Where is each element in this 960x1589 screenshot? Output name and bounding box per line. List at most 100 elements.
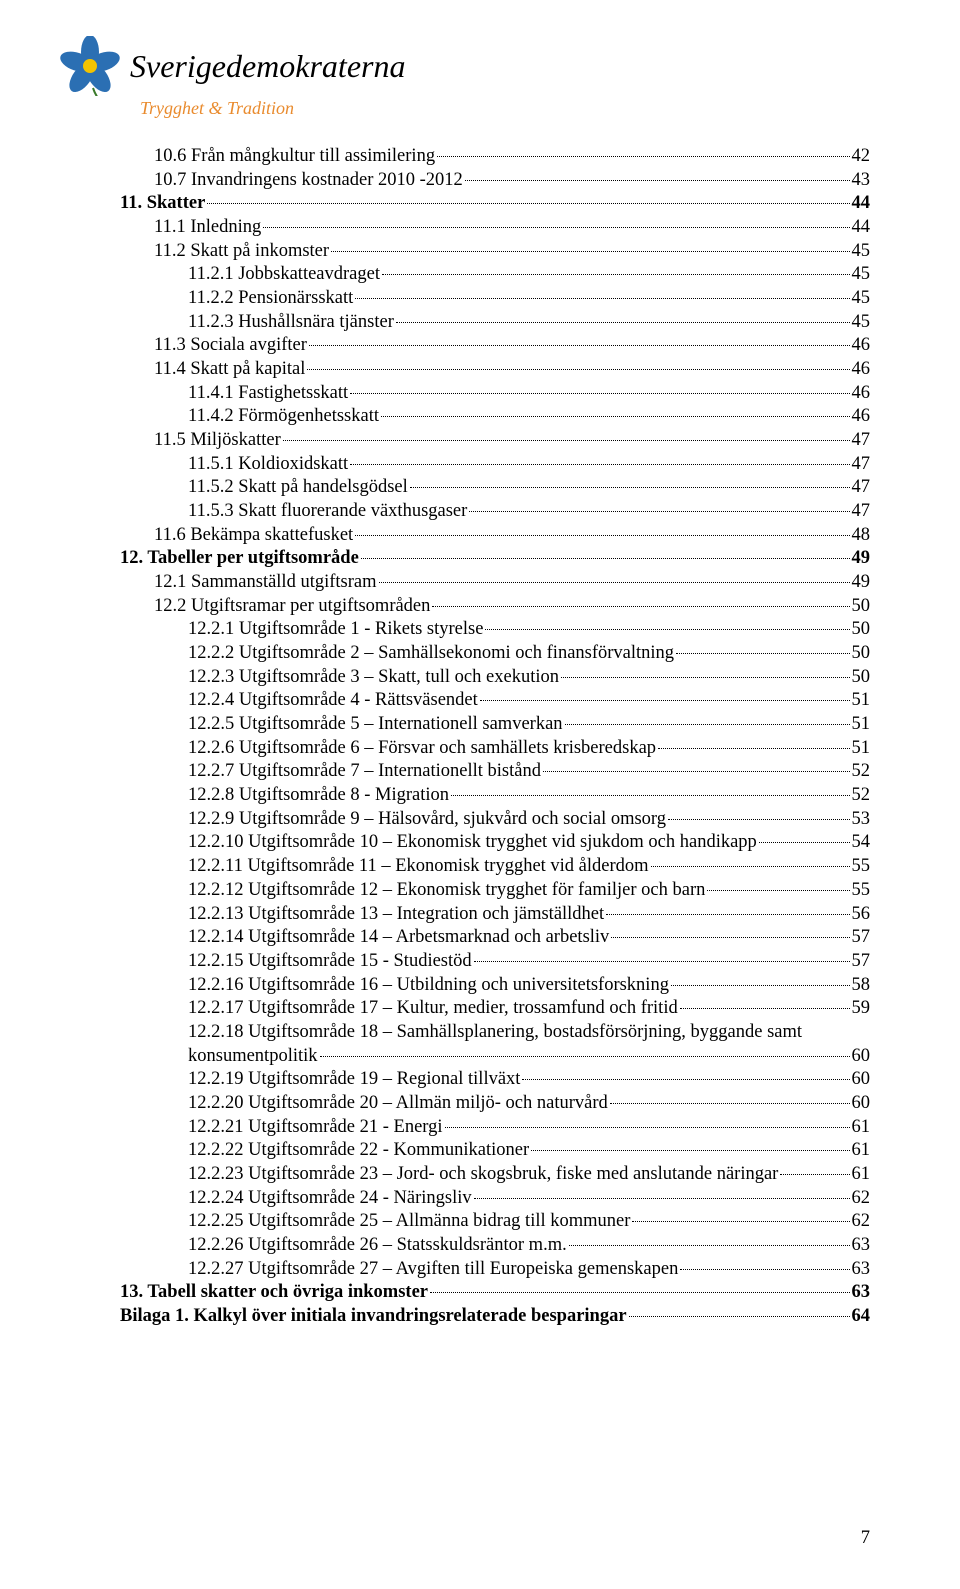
toc-entry[interactable]: 11.4.1 Fastighetsskatt 46 — [188, 382, 870, 406]
toc-entry[interactable]: 12.2.9 Utgiftsområde 9 – Hälsovård, sjuk… — [188, 808, 870, 832]
toc-entry-page: 43 — [852, 169, 871, 193]
toc-entry[interactable]: 10.6 Från mångkultur till assimilering 42 — [154, 145, 870, 169]
toc-entry[interactable]: 12.2.12 Utgiftsområde 12 – Ekonomisk try… — [188, 879, 870, 903]
toc-entry[interactable]: 12.2.4 Utgiftsområde 4 - Rättsväsendet51 — [188, 689, 870, 713]
toc-entry-page: 60 — [852, 1045, 871, 1069]
toc-entry[interactable]: 12.2.24 Utgiftsområde 24 - Näringsliv62 — [188, 1187, 870, 1211]
toc-entry[interactable]: 11.2.1 Jobbskatteavdraget45 — [188, 263, 870, 287]
toc-entry[interactable]: 12.2.3 Utgiftsområde 3 – Skatt, tull och… — [188, 666, 870, 690]
toc-entry[interactable]: 11.6 Bekämpa skattefusket48 — [154, 524, 870, 548]
toc-entry-page: 46 — [852, 358, 871, 382]
toc-entry[interactable]: 11.5.2 Skatt på handelsgödsel47 — [188, 476, 870, 500]
toc-entry-label: konsumentpolitik — [188, 1045, 318, 1069]
toc-leader — [307, 369, 849, 370]
toc-entry-label: 12.2.23 Utgiftsområde 23 – Jord- och sko… — [188, 1163, 778, 1187]
toc-entry-label: 12.2.20 Utgiftsområde 20 – Allmän miljö-… — [188, 1092, 608, 1116]
toc-entry[interactable]: 11.5.3 Skatt fluorerande växthusgaser47 — [188, 500, 870, 524]
toc-entry-page: 46 — [852, 334, 871, 358]
toc-entry-label: 12.2.19 Utgiftsområde 19 – Regional till… — [188, 1068, 520, 1092]
toc-entry[interactable]: 12.2.10 Utgiftsområde 10 – Ekonomisk try… — [188, 831, 870, 855]
toc-entry[interactable]: 12.2.18 Utgiftsområde 18 – Samhällsplane… — [188, 1021, 870, 1045]
toc-entry[interactable]: 12.2.14 Utgiftsområde 14 – Arbetsmarknad… — [188, 926, 870, 950]
toc-entry-label: 12.2.8 Utgiftsområde 8 - Migration — [188, 784, 449, 808]
toc-entry[interactable]: 11. Skatter44 — [120, 192, 870, 216]
toc-entry[interactable]: konsumentpolitik 60 — [188, 1045, 870, 1069]
toc-entry[interactable]: 12.2.2 Utgiftsområde 2 – Samhällsekonomi… — [188, 642, 870, 666]
toc-leader — [474, 1198, 850, 1199]
toc-entry[interactable]: 12.2.8 Utgiftsområde 8 - Migration52 — [188, 784, 870, 808]
toc-leader — [465, 180, 850, 181]
toc-entry-page: 42 — [852, 145, 871, 169]
toc-entry-page: 44 — [852, 192, 871, 216]
toc-entry-page: 55 — [852, 855, 871, 879]
toc-entry[interactable]: 12.2.13 Utgiftsområde 13 – Integration o… — [188, 903, 870, 927]
toc-entry[interactable]: 12.2.17 Utgiftsområde 17 – Kultur, medie… — [188, 997, 870, 1021]
toc-entry-page: 47 — [852, 500, 871, 524]
toc-entry-page: 50 — [852, 666, 871, 690]
toc-entry-page: 47 — [852, 476, 871, 500]
toc-entry-page: 45 — [852, 240, 871, 264]
toc-leader — [309, 345, 850, 346]
toc-entry-page: 64 — [852, 1305, 871, 1329]
toc-entry[interactable]: 12.2.5 Utgiftsområde 5 – Internationell … — [188, 713, 870, 737]
toc-entry-label: 12.2.11 Utgiftsområde 11 – Ekonomisk try… — [188, 855, 649, 879]
toc-entry[interactable]: Bilaga 1. Kalkyl över initiala invandrin… — [120, 1305, 870, 1329]
toc-entry[interactable]: 12.2.22 Utgiftsområde 22 - Kommunikation… — [188, 1139, 870, 1163]
toc-entry-label: 12.2.24 Utgiftsområde 24 - Näringsliv — [188, 1187, 472, 1211]
toc-entry-label: 12.2.6 Utgiftsområde 6 – Försvar och sam… — [188, 737, 656, 761]
toc-entry-page: 51 — [852, 737, 871, 761]
toc-entry[interactable]: 12.2.20 Utgiftsområde 20 – Allmän miljö-… — [188, 1092, 870, 1116]
toc-entry[interactable]: 12.2.6 Utgiftsområde 6 – Försvar och sam… — [188, 737, 870, 761]
toc-entry[interactable]: 11.4 Skatt på kapital46 — [154, 358, 870, 382]
toc-entry-page: 61 — [852, 1163, 871, 1187]
page-number: 7 — [861, 1528, 870, 1549]
toc-entry-page: 47 — [852, 429, 871, 453]
toc-entry[interactable]: 10.7 Invandringens kostnader 2010 -20124… — [154, 169, 870, 193]
toc-entry-page: 46 — [852, 382, 871, 406]
toc-entry-label: 12.2.12 Utgiftsområde 12 – Ekonomisk try… — [188, 879, 705, 903]
toc-entry[interactable]: 12.2.7 Utgiftsområde 7 – Internationellt… — [188, 760, 870, 784]
toc-entry-page: 63 — [852, 1234, 871, 1258]
toc-entry-label: 11.2.1 Jobbskatteavdraget — [188, 263, 380, 287]
toc-leader — [651, 866, 850, 867]
toc-entry[interactable]: 11.2 Skatt på inkomster45 — [154, 240, 870, 264]
toc-leader — [396, 322, 850, 323]
brand-logo-row: Sverigedemokraterna — [60, 36, 870, 96]
toc-entry[interactable]: 11.4.2 Förmögenhetsskatt46 — [188, 405, 870, 429]
toc-entry-label: 11.4.1 Fastighetsskatt — [188, 382, 348, 406]
toc-leader — [543, 771, 850, 772]
toc-leader — [522, 1079, 849, 1080]
toc-entry[interactable]: 12. Tabeller per utgiftsområde49 — [120, 547, 870, 571]
toc-entry[interactable]: 12.2.26 Utgiftsområde 26 – Statsskuldsrä… — [188, 1234, 870, 1258]
toc-entry-page: 55 — [852, 879, 871, 903]
toc-entry-label: 11.3 Sociala avgifter — [154, 334, 307, 358]
toc-entry[interactable]: 12.2.27 Utgiftsområde 27 – Avgiften till… — [188, 1258, 870, 1282]
toc-entry[interactable]: 11.2.2 Pensionärsskatt45 — [188, 287, 870, 311]
toc-leader — [610, 1103, 850, 1104]
toc-entry-label: 10.6 Från mångkultur till assimilering — [154, 145, 435, 169]
toc-entry-page: 50 — [852, 642, 871, 666]
toc-entry[interactable]: 11.3 Sociala avgifter 46 — [154, 334, 870, 358]
toc-entry[interactable]: 12.2.23 Utgiftsområde 23 – Jord- och sko… — [188, 1163, 870, 1187]
toc-entry[interactable]: 12.2.25 Utgiftsområde 25 – Allmänna bidr… — [188, 1210, 870, 1234]
toc-entry[interactable]: 11.1 Inledning44 — [154, 216, 870, 240]
toc-entry[interactable]: 11.2.3 Hushållsnära tjänster45 — [188, 311, 870, 335]
toc-entry[interactable]: 12.2.11 Utgiftsområde 11 – Ekonomisk try… — [188, 855, 870, 879]
toc-entry[interactable]: 13. Tabell skatter och övriga inkomster6… — [120, 1281, 870, 1305]
toc-entry-label: 12.2.18 Utgiftsområde 18 – Samhällsplane… — [188, 1021, 802, 1045]
toc-entry[interactable]: 12.2 Utgiftsramar per utgiftsområden50 — [154, 595, 870, 619]
toc-entry[interactable]: 12.2.16 Utgiftsområde 16 – Utbildning oc… — [188, 974, 870, 998]
toc-leader — [632, 1221, 849, 1222]
toc-entry[interactable]: 12.2.1 Utgiftsområde 1 - Rikets styrelse… — [188, 618, 870, 642]
toc-entry[interactable]: 12.2.15 Utgiftsområde 15 - Studiestöd57 — [188, 950, 870, 974]
toc-entry-page: 45 — [852, 311, 871, 335]
toc-entry[interactable]: 12.2.21 Utgiftsområde 21 - Energi61 — [188, 1116, 870, 1140]
toc-entry[interactable]: 11.5.1 Koldioxidskatt47 — [188, 453, 870, 477]
toc-entry[interactable]: 12.2.19 Utgiftsområde 19 – Regional till… — [188, 1068, 870, 1092]
toc-entry-label: 12.2.3 Utgiftsområde 3 – Skatt, tull och… — [188, 666, 559, 690]
toc-entry-label: 11.5 Miljöskatter — [154, 429, 281, 453]
toc-entry[interactable]: 11.5 Miljöskatter 47 — [154, 429, 870, 453]
toc-entry[interactable]: 12.1 Sammanställd utgiftsram49 — [154, 571, 870, 595]
toc-leader — [263, 227, 849, 228]
toc-entry-label: 12.2.27 Utgiftsområde 27 – Avgiften till… — [188, 1258, 678, 1282]
